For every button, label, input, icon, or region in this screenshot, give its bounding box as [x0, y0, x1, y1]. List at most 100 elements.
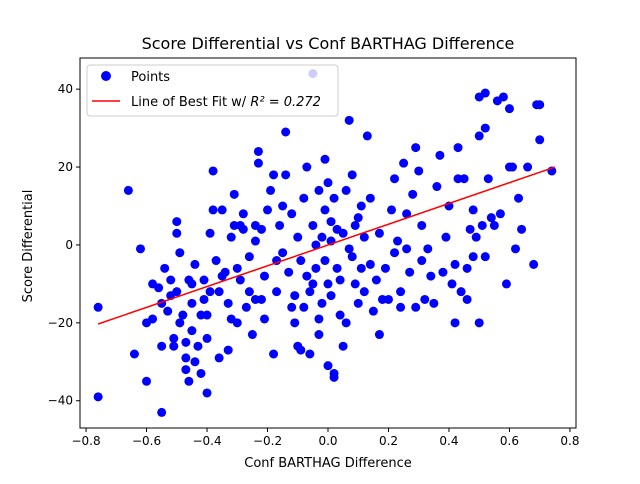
scatter-point — [202, 310, 212, 320]
scatter-point — [269, 170, 279, 180]
scatter-point — [232, 263, 242, 273]
scatter-point — [229, 189, 239, 199]
scatter-point — [374, 228, 384, 238]
scatter-point — [474, 318, 484, 328]
scatter-point — [320, 205, 330, 215]
chart-title: Score Differential vs Conf BARTHAG Diffe… — [142, 34, 515, 53]
scatter-point — [266, 185, 276, 195]
scatter-point — [163, 306, 173, 316]
scatter-point — [214, 353, 224, 363]
scatter-point — [175, 318, 185, 328]
scatter-point — [462, 263, 472, 273]
scatter-point — [507, 162, 517, 172]
scatter-point — [501, 279, 511, 289]
scatter-point — [314, 185, 324, 195]
scatter-point — [217, 205, 227, 215]
scatter-point — [302, 162, 312, 172]
scatter-point — [157, 341, 167, 351]
scatter-point — [205, 287, 215, 297]
x-tick-label: −0.8 — [71, 434, 100, 448]
scatter-point — [529, 259, 539, 269]
plot-area — [93, 69, 557, 417]
scatter-point — [468, 252, 478, 262]
scatter-point — [535, 135, 545, 145]
y-tick-label: 20 — [58, 160, 73, 174]
scatter-point — [453, 143, 463, 153]
scatter-point — [214, 287, 224, 297]
scatter-point — [517, 224, 527, 234]
legend-box — [86, 64, 339, 117]
scatter-point — [205, 228, 215, 238]
scatter-point — [350, 279, 360, 289]
scatter-point — [275, 220, 285, 230]
scatter-point — [281, 127, 291, 137]
scatter-point — [353, 213, 363, 223]
scatter-point — [142, 376, 152, 386]
x-axis-label: Conf BARTHAG Difference — [244, 456, 411, 471]
scatter-point — [187, 279, 197, 289]
scatter-point — [408, 189, 418, 199]
scatter-point — [411, 143, 421, 153]
scatter-point — [93, 302, 103, 312]
scatter-point — [471, 232, 481, 242]
best-fit-line — [97, 166, 556, 325]
scatter-point — [287, 302, 297, 312]
scatter-point — [187, 326, 197, 336]
scatter-point — [299, 193, 309, 203]
scatter-point — [338, 341, 348, 351]
scatter-point — [417, 256, 427, 266]
legend-points-label: Points — [131, 70, 170, 85]
scatter-point — [190, 357, 200, 367]
scatter-point — [371, 275, 381, 285]
scatter-point — [323, 361, 333, 371]
scatter-point — [402, 244, 412, 254]
scatter-point — [196, 368, 206, 378]
scatter-point — [359, 232, 369, 242]
scatter-point — [314, 314, 324, 324]
scatter-point — [172, 217, 182, 227]
scatter-point — [359, 287, 369, 297]
scatter-point — [223, 298, 233, 308]
scatter-point — [511, 244, 521, 254]
scatter-point — [438, 267, 448, 277]
scatter-point — [480, 252, 490, 262]
scatter-point — [238, 209, 248, 219]
scatter-point — [465, 224, 475, 234]
scatter-point — [498, 92, 508, 102]
scatter-point — [368, 306, 378, 316]
scatter-point — [341, 318, 351, 328]
scatter-point — [148, 314, 158, 324]
scatter-point — [432, 182, 442, 192]
scatter-point — [335, 275, 345, 285]
scatter-point — [323, 178, 333, 188]
scatter-point — [181, 365, 191, 375]
scatter-point — [402, 209, 412, 219]
scatter-point — [468, 205, 478, 215]
scatter-point — [353, 298, 363, 308]
scatter-point — [199, 275, 209, 285]
scatter-point — [523, 162, 533, 172]
y-tick-label: 0 — [65, 238, 73, 252]
scatter-point — [272, 287, 282, 297]
scatter-point — [220, 267, 230, 277]
scatter-point — [350, 220, 360, 230]
scatter-point — [477, 220, 487, 230]
scatter-point — [296, 345, 306, 355]
scatter-point — [172, 287, 182, 297]
scatter-point — [135, 244, 145, 254]
scatter-point — [426, 271, 436, 281]
scatter-point — [287, 209, 297, 219]
y-axis-label: Score Differential — [21, 190, 36, 303]
scatter-point — [290, 291, 300, 301]
legend-points-marker — [101, 71, 111, 81]
scatter-point — [93, 392, 103, 402]
legend-fit-r2: R² = 0.272 — [250, 95, 321, 110]
scatter-point — [447, 279, 457, 289]
scatter-point — [435, 150, 445, 160]
x-tick-label: 0.6 — [500, 434, 519, 448]
scatter-point — [278, 248, 288, 258]
scatter-point — [420, 294, 430, 304]
legend: Points Line of Best Fit w/ R² = 0.272 — [86, 64, 339, 117]
scatter-point — [241, 302, 251, 312]
